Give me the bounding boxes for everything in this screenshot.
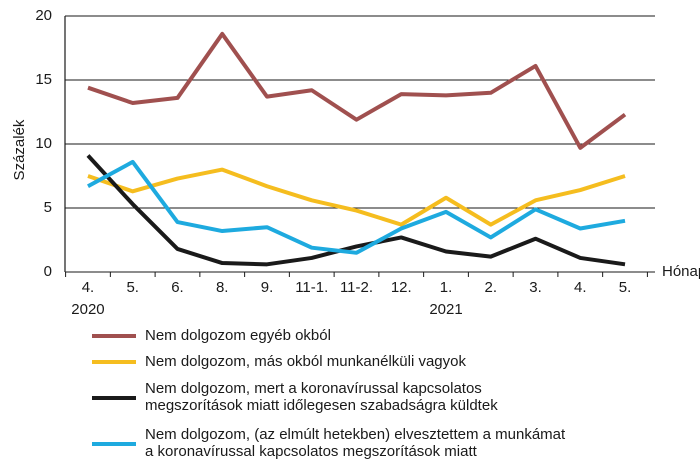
year-label: 2020 <box>71 301 104 318</box>
legend-label: megszorítások miatt időlegesen szabadság… <box>145 397 498 414</box>
x-tick-label: 11-2. <box>340 279 373 296</box>
series-line <box>87 31 627 150</box>
year-label: 2021 <box>429 301 462 318</box>
legend-label: Nem dolgozom egyéb okból <box>145 327 331 344</box>
legend-label: Nem dolgozom, mert a koronavírussal kapc… <box>145 380 482 397</box>
y-tick-label: 15 <box>35 71 52 88</box>
x-tick-label: 6. <box>171 279 184 296</box>
x-tick-label: 8. <box>216 279 229 296</box>
x-tick-label: 4. <box>574 279 587 296</box>
x-tick-label: 5. <box>619 279 632 296</box>
legend-label: Nem dolgozom, (az elmúlt hetekben) elves… <box>145 426 566 443</box>
x-tick-label: 5. <box>126 279 139 296</box>
x-tick-label: 4. <box>82 279 95 296</box>
y-axis-label: Százalék <box>11 119 28 180</box>
y-tick-label: 20 <box>35 7 52 24</box>
x-tick-label: 9. <box>261 279 274 296</box>
y-tick-label: 0 <box>44 263 52 280</box>
legend-label: a koronavírussal kapcsolatos megszorítás… <box>145 443 478 460</box>
x-tick-label: 1. <box>440 279 453 296</box>
series-line <box>86 154 626 267</box>
y-tick-label: 10 <box>35 135 52 152</box>
x-tick-label: 2. <box>485 279 498 296</box>
series-line <box>87 167 626 227</box>
x-tick-label: 11-1. <box>295 279 328 296</box>
x-tick-label: 12. <box>391 279 412 296</box>
y-tick-label: 5 <box>44 199 52 216</box>
legend-label: Nem dolgozom, más okból munkanélküli vag… <box>145 353 466 370</box>
x-axis-label: Hónap <box>662 263 700 280</box>
series-line <box>87 159 626 255</box>
x-tick-label: 3. <box>529 279 542 296</box>
